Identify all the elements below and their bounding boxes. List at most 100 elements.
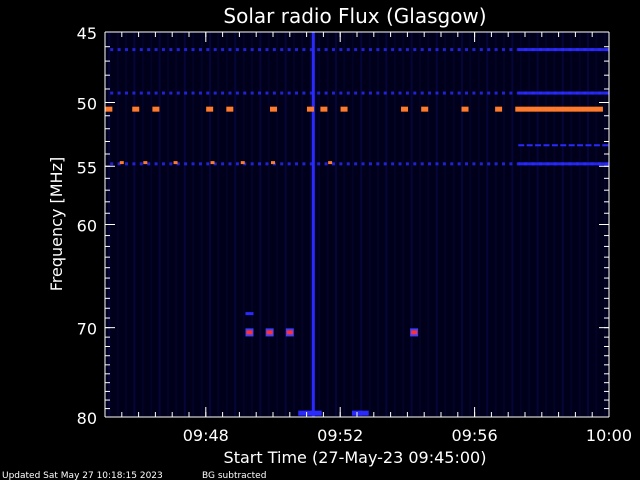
blue-band-dot (198, 48, 202, 52)
blue-band-dot (472, 91, 476, 95)
background-streak (461, 32, 463, 417)
blue-band-dot (213, 48, 217, 52)
blue-band-dash (518, 144, 525, 147)
blue-band-dot (265, 48, 269, 52)
blue-band-dot (161, 91, 165, 95)
blue-band-dot (287, 48, 291, 52)
background-streak (578, 32, 581, 417)
blue-band-dot (450, 91, 454, 95)
blue-band-dot (346, 91, 350, 95)
blue-band-dot (265, 91, 269, 95)
blue-band-dot (228, 91, 232, 95)
blue-band-dot (295, 162, 299, 166)
blue-band-dot (184, 48, 188, 52)
blue-band-dot (184, 91, 188, 95)
blue-band-dot (339, 91, 343, 95)
blue-band-dot (494, 91, 498, 95)
blue-band-dash (543, 144, 550, 147)
blue-band-dot (331, 91, 335, 95)
background-streak (427, 32, 430, 417)
blue-band-dot (391, 162, 395, 166)
blue-band-dot (383, 91, 387, 95)
y-tick-label: 80 (77, 409, 97, 428)
orange-mark-50mhz (132, 106, 140, 112)
blue-mark-68mhz (245, 312, 254, 316)
blue-band-dot (346, 162, 350, 166)
blue-band-dot (139, 91, 143, 95)
blue-band-dot (235, 48, 239, 52)
blue-band-dot (258, 48, 262, 52)
blue-band-dot (250, 162, 254, 166)
orange-mark-50mhz (548, 106, 556, 112)
blue-band-dot (361, 48, 365, 52)
background-streak (528, 32, 531, 417)
blue-band-dot (117, 162, 121, 166)
spectrogram-features (105, 32, 609, 417)
blue-band-strong (518, 91, 609, 95)
blue-band-dot (428, 91, 432, 95)
background-streak (452, 32, 455, 417)
background-streak (318, 32, 321, 417)
chart-title: Solar radio Flux (Glasgow) (223, 4, 486, 28)
orange-mark-50mhz (582, 106, 590, 112)
background-streak (158, 32, 161, 417)
blue-mark-80mhz (304, 410, 315, 416)
blue-band-dot (272, 48, 276, 52)
blue-band-dot (324, 48, 328, 52)
blue-band-strong (518, 162, 609, 166)
blue-band-dot (428, 162, 432, 166)
background-streak (225, 32, 228, 417)
blue-band-dot (139, 48, 143, 52)
background-streak (335, 32, 337, 417)
blue-band-dot (228, 48, 232, 52)
blue-band-dot (465, 48, 469, 52)
background-streak (393, 32, 396, 417)
blue-band-dot (117, 91, 121, 95)
blue-band-dot (435, 48, 439, 52)
background-streak (175, 32, 178, 417)
blue-band-dot (361, 162, 365, 166)
y-tick-label: 70 (77, 320, 97, 339)
blue-band-dot (501, 162, 505, 166)
blue-band-dash (526, 144, 533, 147)
orange-mark-50mhz (555, 106, 563, 112)
blue-band-dot (169, 48, 173, 52)
blue-band-dot (125, 162, 129, 166)
blue-mark-80mhz (298, 410, 309, 416)
blue-band-dot (354, 162, 358, 166)
blue-band-dot (509, 162, 513, 166)
blue-band-dot (125, 48, 129, 52)
blue-band-dot (110, 91, 114, 95)
blue-band-dot (250, 48, 254, 52)
blue-band-dot (132, 48, 136, 52)
orange-mark-50mhz (515, 106, 523, 112)
red-mark-70mhz (286, 330, 293, 335)
blue-band-dot (487, 162, 491, 166)
blue-band-dot (450, 48, 454, 52)
background-streak (217, 32, 220, 417)
blue-band-dot (213, 91, 217, 95)
blue-band-dot (509, 48, 513, 52)
x-tick-label: 09:56 (452, 426, 498, 445)
blue-band-dot (398, 48, 402, 52)
blue-band-dot (428, 48, 432, 52)
orange-mark-55mhz (143, 161, 148, 165)
background-streak (519, 32, 522, 417)
x-tick-label: 09:52 (317, 426, 363, 445)
blue-band-dot (235, 91, 239, 95)
blue-band-dot (472, 48, 476, 52)
orange-mark-50mhz (320, 106, 328, 112)
y-axis-label: Frequency [MHz] (47, 157, 66, 291)
blue-band-dot (309, 48, 313, 52)
blue-band-dot (413, 162, 417, 166)
orange-mark-55mhz (210, 161, 215, 165)
blue-band-dot (354, 91, 358, 95)
blue-band-dot (243, 91, 247, 95)
blue-band-dot (331, 162, 335, 166)
blue-band-dot (442, 91, 446, 95)
blue-band-dot (206, 48, 210, 52)
orange-mark-50mhz (461, 106, 469, 112)
background-streak (150, 32, 153, 417)
blue-band-dot (154, 48, 158, 52)
